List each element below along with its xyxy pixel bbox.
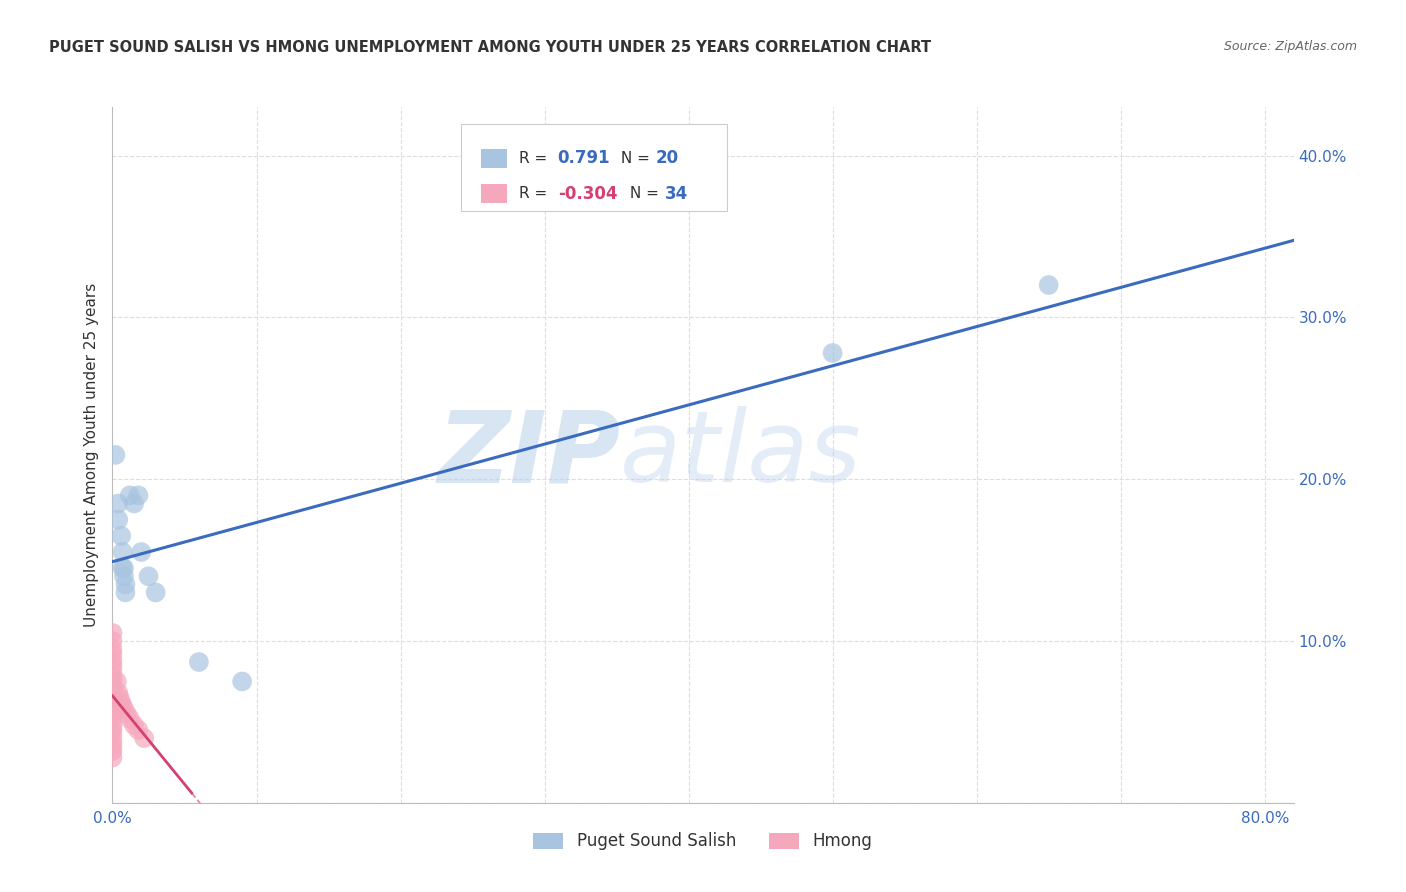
Point [101,686,124,700]
Text: R =: R = [519,186,553,201]
Point [112,561,135,575]
Point [821,346,844,360]
Legend: Puget Sound Salish, Hmong: Puget Sound Salish, Hmong [527,826,879,857]
Point [101,696,124,710]
Bar [481,149,508,168]
Point [111,545,134,559]
Point [118,712,141,726]
Point [101,723,124,737]
Point [127,488,149,502]
FancyBboxPatch shape [461,124,727,211]
Point [101,663,124,677]
Point [107,496,129,510]
Text: 0.791: 0.791 [558,149,610,168]
Point [101,706,124,721]
Bar [481,184,508,203]
Point [101,674,124,689]
Text: N =: N = [626,186,664,201]
Text: -0.304: -0.304 [558,185,617,202]
Point [101,642,124,657]
Point [101,626,124,640]
Point [101,658,124,673]
Point [187,655,209,669]
Point [114,585,136,599]
Point [108,690,131,705]
Point [110,529,132,543]
Point [112,569,135,583]
Text: 20: 20 [655,149,679,168]
Point [101,670,124,684]
Y-axis label: Unemployment Among Youth under 25 years: Unemployment Among Youth under 25 years [83,283,98,627]
Point [145,585,167,599]
Point [101,647,124,661]
Point [122,496,145,510]
Text: ZIP: ZIP [437,407,620,503]
Point [231,674,253,689]
Point [107,686,129,700]
Text: PUGET SOUND SALISH VS HMONG UNEMPLOYMENT AMONG YOUTH UNDER 25 YEARS CORRELATION : PUGET SOUND SALISH VS HMONG UNEMPLOYMENT… [49,40,931,55]
Point [101,690,124,705]
Text: atlas: atlas [620,407,862,503]
Point [104,448,127,462]
Point [111,698,134,713]
Point [101,634,124,648]
Point [101,750,124,764]
Point [110,696,132,710]
Point [101,728,124,742]
Point [122,718,145,732]
Point [1038,278,1060,293]
Point [101,739,124,754]
Point [129,545,152,559]
Text: 34: 34 [665,185,689,202]
Point [101,744,124,758]
Point [111,561,134,575]
Point [107,513,129,527]
Point [112,702,135,716]
Text: R =: R = [519,151,553,166]
Point [134,731,156,745]
Point [114,577,136,591]
Point [105,674,128,689]
Text: N =: N = [616,151,654,166]
Point [101,679,124,693]
Point [101,702,124,716]
Point [115,706,138,721]
Text: Source: ZipAtlas.com: Source: ZipAtlas.com [1223,40,1357,54]
Point [101,718,124,732]
Point [118,488,141,502]
Point [138,569,160,583]
Point [127,723,149,737]
Point [101,653,124,667]
Point [101,712,124,726]
Point [101,734,124,748]
